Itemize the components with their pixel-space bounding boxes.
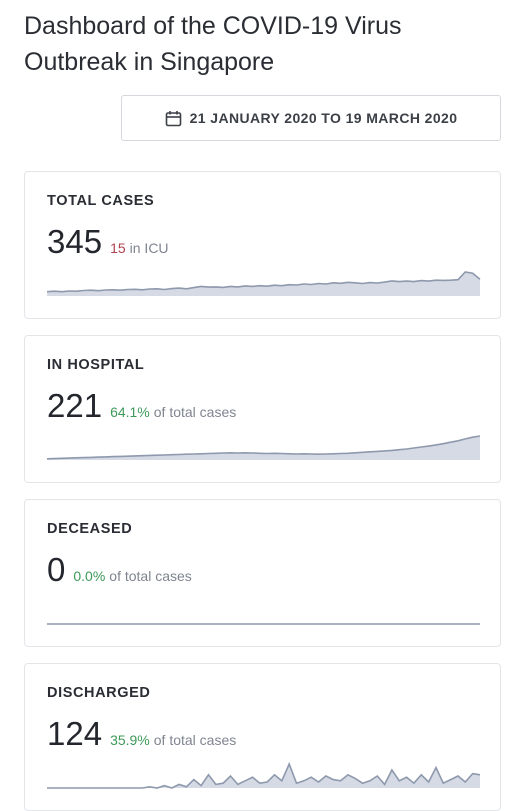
card-value: 0	[47, 551, 66, 588]
card-label: TOTAL CASES	[47, 193, 155, 209]
sparkline	[46, 435, 481, 460]
card-value: 124	[47, 715, 103, 752]
sparkline-line	[47, 761, 481, 789]
card-deceased: DECEASED 0 0.0% of total cases	[24, 499, 501, 647]
card-total-cases: TOTAL CASES 345 15 in ICU	[24, 171, 501, 319]
sparkline	[47, 761, 481, 789]
card-suffix: of total cases	[153, 404, 237, 420]
card-suffix: of total cases	[109, 568, 192, 584]
card-highlight: 35.9%	[110, 732, 150, 748]
sparkline-line	[46, 435, 481, 460]
card-highlight: 0.0%	[73, 568, 106, 584]
card-suffix: of total cases	[153, 732, 237, 748]
date-range-label: 21 JANUARY 2020 TO 19 MARCH 2020	[189, 110, 458, 126]
page-title: Dashboard of the COVID-19 Virus Outbreak…	[24, 12, 402, 76]
card-subtext: 15 in ICU	[110, 240, 168, 256]
card-highlight: 64.1%	[110, 404, 150, 420]
sparkline	[47, 623, 480, 625]
sparkline-area	[47, 272, 480, 296]
card-subtext: 0.0% of total cases	[73, 568, 191, 584]
date-range-picker[interactable]: 21 JANUARY 2020 TO 19 MARCH 2020	[121, 95, 501, 141]
card-discharged: DISCHARGED 124 35.9% of total cases	[24, 663, 501, 811]
card-subtext: 35.9% of total cases	[110, 732, 236, 748]
sparkline	[46, 271, 481, 296]
card-suffix: in ICU	[129, 240, 169, 256]
card-value: 345	[47, 223, 103, 260]
card-in-hospital: IN HOSPITAL 221 64.1% of total cases	[24, 335, 501, 483]
calendar-icon	[165, 110, 182, 127]
card-label: IN HOSPITAL	[47, 357, 145, 373]
card-label: DECEASED	[47, 521, 133, 537]
card-value: 221	[47, 387, 103, 424]
sparkline-line	[46, 271, 481, 293]
sparkline-area	[47, 764, 480, 788]
card-highlight: 15	[110, 240, 126, 256]
card-subtext: 64.1% of total cases	[110, 404, 236, 420]
sparkline-area	[47, 436, 480, 460]
card-label: DISCHARGED	[47, 685, 151, 701]
